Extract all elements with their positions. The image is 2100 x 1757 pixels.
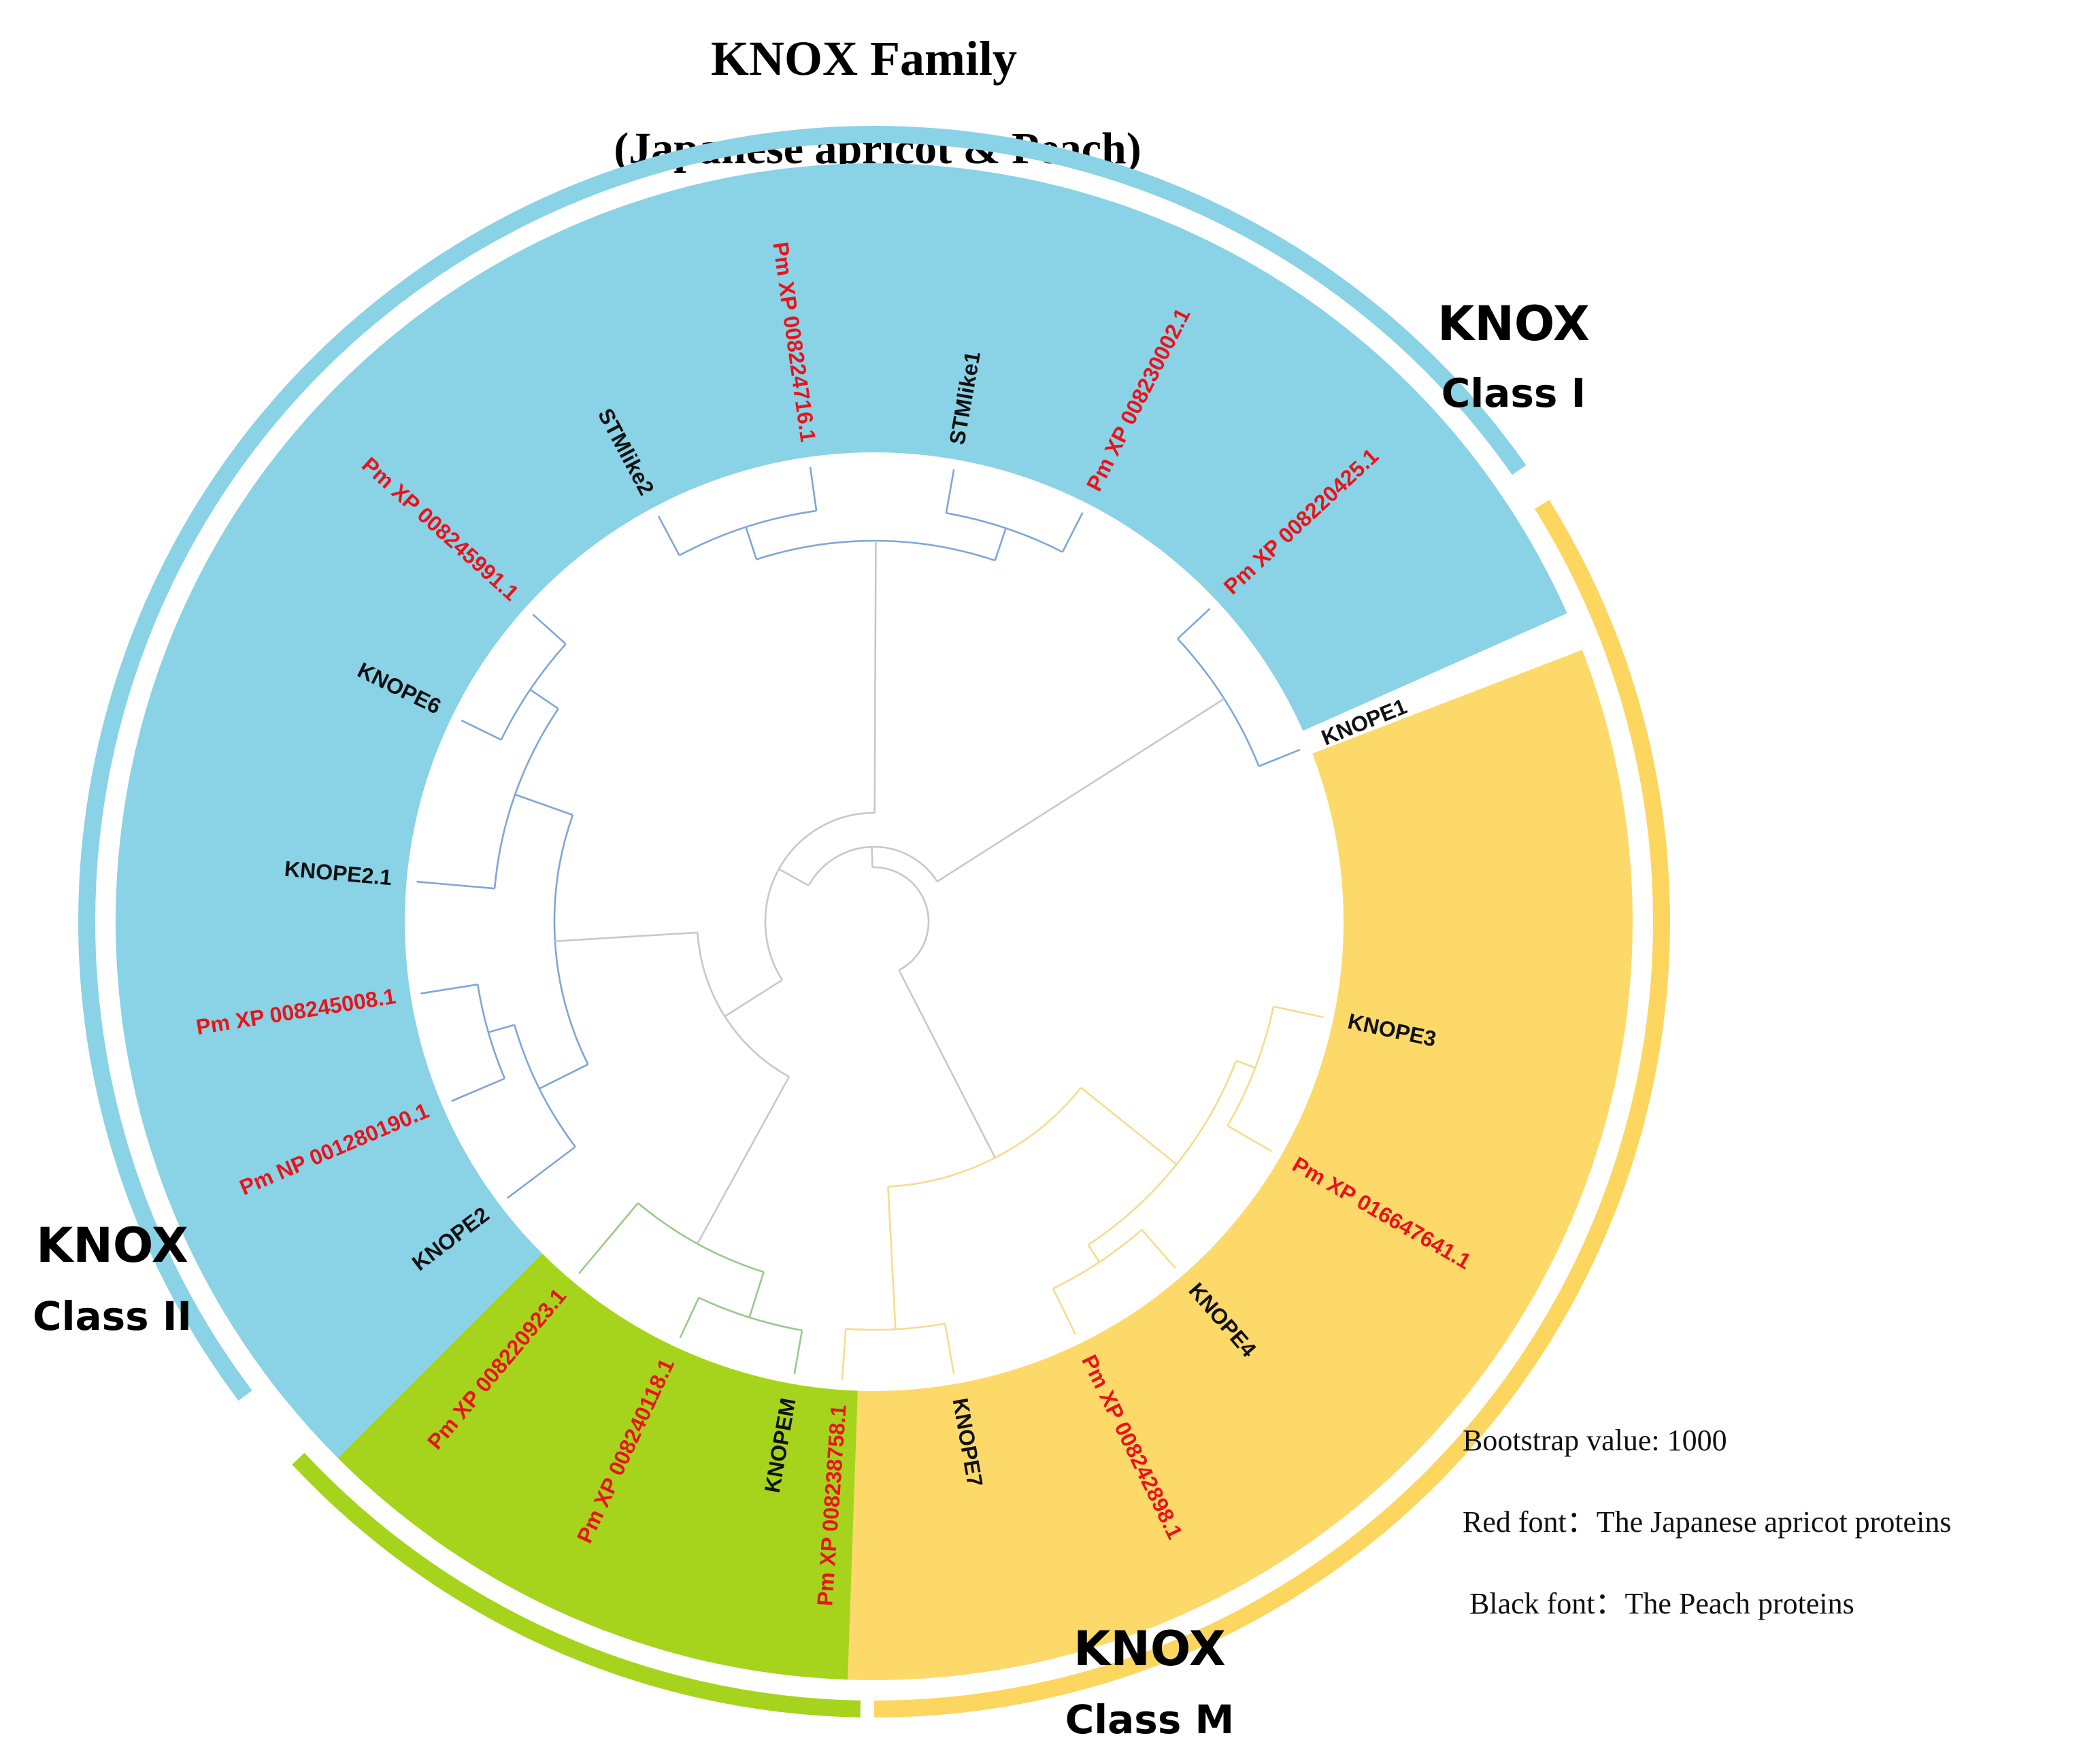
branch-node xyxy=(554,931,790,1245)
band-class-m xyxy=(337,1253,858,1680)
class-i-label: KNOX Class I xyxy=(1437,296,1590,416)
tree-branches xyxy=(416,467,1324,1380)
branch-node xyxy=(578,1202,765,1318)
class-ii-sub: Class II xyxy=(33,1293,192,1339)
class-ii-name: KNOX xyxy=(36,1218,188,1273)
branch-node xyxy=(420,984,506,1102)
band-class-i xyxy=(116,163,1567,1458)
legend-red-font: Red font：The Japanese apricot proteins xyxy=(1463,1505,1951,1539)
class-m-sub: Class M xyxy=(1065,1696,1235,1743)
branch-node xyxy=(679,1296,803,1374)
legend-bootstrap: Bootstrap value: 1000 xyxy=(1463,1424,1727,1457)
class-m-label: KNOX Class M xyxy=(1065,1621,1235,1743)
legend: Bootstrap value: 1000 Red font：The Japan… xyxy=(1463,1424,1951,1620)
branch-node xyxy=(778,698,1225,886)
branch-node xyxy=(724,540,877,1018)
legend-black-font: Black font：The Peach proteins xyxy=(1469,1587,1854,1620)
class-i-sub: Class I xyxy=(1441,370,1586,416)
branch-node xyxy=(514,793,589,1090)
class-m-name: KNOX xyxy=(1073,1621,1226,1677)
figure-title: KNOX Family xyxy=(711,31,1017,86)
band-class-ii xyxy=(848,650,1633,1681)
branch-node xyxy=(841,1322,955,1380)
branch-node xyxy=(1052,1228,1176,1335)
branch-node xyxy=(1227,1005,1324,1152)
branch-node xyxy=(887,1087,1178,1330)
branch-node xyxy=(871,847,996,1158)
branch-node xyxy=(488,1024,576,1199)
class-i-name: KNOX xyxy=(1437,296,1590,352)
class-bands xyxy=(116,163,1633,1681)
class-ii-label: KNOX Class II xyxy=(33,1218,192,1339)
